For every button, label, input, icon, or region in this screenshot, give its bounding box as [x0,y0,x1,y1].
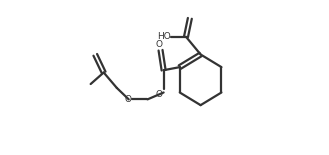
Text: HO: HO [157,32,171,41]
Text: O: O [156,40,163,49]
Text: O: O [155,90,162,99]
Text: O: O [124,95,131,104]
